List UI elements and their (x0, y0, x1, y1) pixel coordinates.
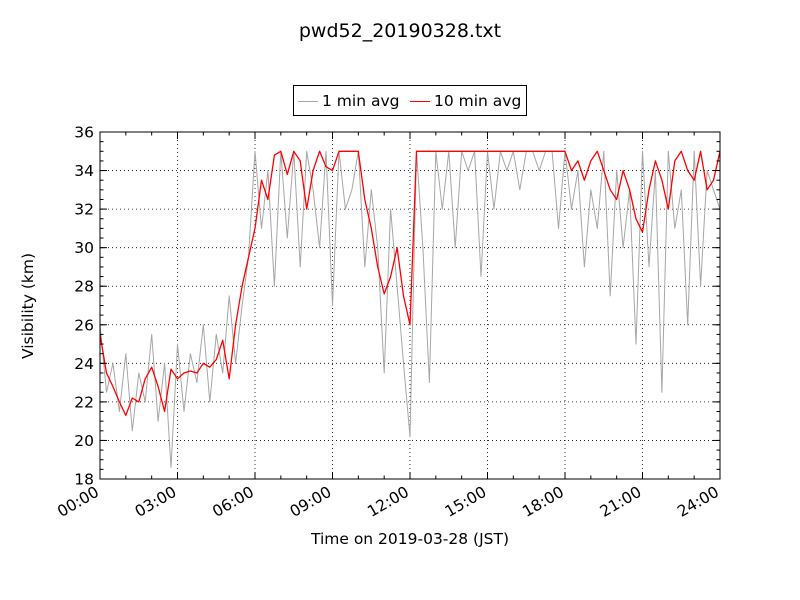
y-tick-label: 22 (74, 393, 94, 411)
chart-legend: 1 min avg 10 min avg (293, 85, 527, 116)
axis-ticks: 00:00 03:00 06:00 09:00 12:00 15:00 18:00 21:00… (54, 124, 722, 521)
x-tick-label: 24:00 (674, 483, 722, 521)
x-axis-label: Time on 2019-03-28 (JST) (310, 530, 510, 548)
x-tick-label: 21:00 (597, 483, 645, 521)
y-tick-label: 18 (74, 471, 94, 489)
x-tick-label: 09:00 (287, 483, 335, 521)
legend-swatch-1min (298, 101, 318, 102)
y-tick-label: 30 (74, 239, 94, 257)
chart-title: pwd52_20190328.txt (298, 20, 502, 42)
y-tick-label: 32 (74, 201, 94, 219)
x-tick-label: 15:00 (442, 483, 490, 521)
legend-label-10min: 10 min avg (434, 92, 522, 110)
x-tick-label: 06:00 (209, 483, 257, 521)
x-tick-label: 18:00 (519, 483, 567, 521)
x-tick-label: 03:00 (132, 483, 180, 521)
y-tick-label: 28 (74, 278, 94, 296)
y-tick-label: 36 (74, 124, 94, 142)
y-axis-label: Visibility (km) (19, 252, 37, 360)
legend-swatch-10min (410, 101, 430, 102)
y-tick-label: 24 (74, 355, 94, 373)
x-tick-label: 00:00 (54, 483, 102, 521)
x-tick-label: 12:00 (364, 483, 412, 521)
y-tick-label: 26 (74, 316, 94, 334)
y-tick-label: 34 (74, 162, 94, 180)
series-line-1min (99, 150, 721, 468)
series-line-10min (99, 150, 721, 417)
legend-label-1min: 1 min avg (322, 92, 400, 110)
y-tick-label: 20 (74, 432, 94, 450)
series-layer (99, 150, 721, 468)
